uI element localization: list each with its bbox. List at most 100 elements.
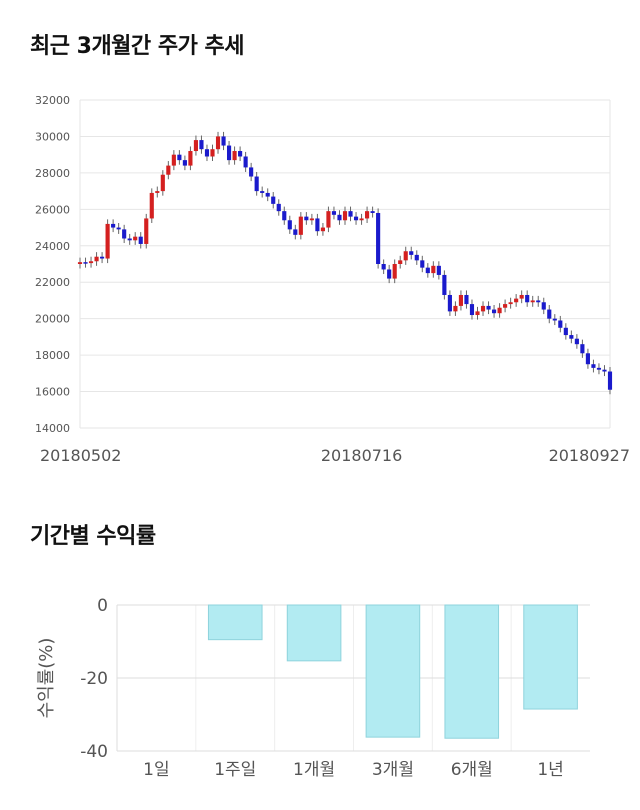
candle-body: [88, 261, 94, 264]
y-tick-label: 30000: [35, 130, 70, 143]
candle-body: [265, 192, 270, 197]
return-bar: [286, 604, 342, 662]
candle-body: [508, 302, 513, 305]
y-tick-label: -40: [80, 742, 108, 762]
candle-body: [607, 371, 613, 390]
x-tick-label: 20180927: [549, 446, 630, 465]
category-label: 3개월: [372, 760, 414, 780]
candle-body: [486, 305, 491, 310]
period-returns-title: 기간별 수익률: [30, 524, 156, 549]
candle-body: [552, 318, 557, 321]
candle-body: [392, 264, 397, 279]
candle-body: [491, 309, 497, 314]
candle-body: [569, 335, 574, 339]
returns-bar-chart: 0 -20 -40 수익률(%) 1일 1주일 1개월 3개월 6개월 1년: [36, 596, 590, 780]
candle-body: [342, 211, 348, 221]
candle-body: [458, 294, 464, 306]
candle-body: [199, 140, 204, 150]
candle-body: [155, 191, 160, 193]
candle-body: [122, 229, 127, 239]
candle-body: [204, 149, 210, 157]
candle-body: [447, 294, 452, 312]
candle-body: [387, 269, 392, 279]
candle-body: [298, 216, 303, 235]
candle-body: [309, 218, 314, 221]
candle-body: [315, 218, 320, 232]
y-tick-label: 24000: [35, 240, 70, 253]
return-bar: [207, 604, 263, 641]
candle-body: [519, 294, 524, 299]
candle-body: [359, 218, 364, 221]
candle-body: [530, 300, 535, 303]
candle-body: [77, 262, 83, 264]
candle-body: [276, 203, 281, 212]
candle-body: [100, 256, 105, 259]
candle-body: [398, 260, 403, 264]
candle-body: [464, 294, 469, 305]
candle-body: [431, 265, 436, 274]
candle-body: [558, 320, 563, 328]
candle-body: [105, 223, 110, 259]
candle-body: [254, 176, 259, 192]
candle-body: [353, 216, 359, 221]
candle-body: [111, 223, 116, 228]
x-tick-label: 20180716: [321, 446, 402, 465]
candle-body: [166, 165, 171, 175]
candle-body: [243, 156, 248, 168]
candle-body: [331, 211, 337, 215]
y-tick-label: 28000: [35, 167, 70, 180]
y-tick-label: 20000: [35, 313, 70, 326]
candle-body: [536, 300, 541, 303]
candle-body: [469, 304, 475, 316]
candle-body: [453, 305, 458, 312]
candle-body: [193, 140, 199, 152]
candle-body: [381, 264, 386, 270]
candle-body: [370, 211, 375, 213]
candle-body: [547, 309, 552, 319]
candle-body: [293, 229, 298, 235]
candle-body: [182, 160, 187, 166]
y-tick-label: 32000: [35, 94, 70, 107]
candle-body: [177, 154, 182, 161]
candle-body: [503, 304, 508, 308]
y-tick-label: 22000: [35, 276, 70, 289]
price-trend-title: 최근 3개월간 주가 추세: [30, 34, 244, 59]
candle-body: [260, 191, 265, 193]
candle-body: [442, 274, 447, 295]
candle-body: [403, 251, 408, 261]
y-tick-label: 14000: [35, 422, 70, 435]
candle-body: [541, 302, 546, 310]
candle-body: [376, 212, 381, 264]
candle-body: [138, 236, 143, 244]
candle-body: [326, 211, 331, 228]
candle-body: [585, 353, 590, 365]
y-tick-label: 16000: [35, 386, 70, 399]
candle-body: [480, 305, 486, 312]
return-bar: [444, 604, 500, 739]
candle-body: [563, 327, 568, 336]
candle-body: [210, 149, 215, 157]
candle-body: [320, 227, 325, 232]
candle-body: [436, 265, 441, 275]
candle-body: [348, 211, 353, 217]
candle-body: [133, 236, 138, 241]
y-tick-label: 26000: [35, 203, 70, 216]
candle-body: [591, 364, 596, 368]
candle-body: [409, 251, 414, 255]
return-bar: [523, 604, 578, 710]
candle-body: [149, 192, 154, 219]
candle-body: [525, 294, 530, 303]
y-tick-label: -20: [80, 669, 108, 689]
candle-body: [497, 307, 502, 314]
category-label: 1일: [143, 760, 169, 780]
category-label: 1개월: [293, 760, 335, 780]
candle-body: [420, 260, 425, 268]
candle-body: [83, 262, 88, 264]
candle-body: [232, 151, 237, 161]
y-tick-label: 18000: [35, 349, 70, 362]
candlestick-chart: 14000 16000 18000 20000 22000 24000 26000 28000…: [35, 94, 630, 465]
candle-body: [188, 151, 193, 166]
candle-body: [602, 369, 607, 372]
category-label: 1년: [537, 760, 563, 780]
candle-body: [226, 145, 232, 161]
